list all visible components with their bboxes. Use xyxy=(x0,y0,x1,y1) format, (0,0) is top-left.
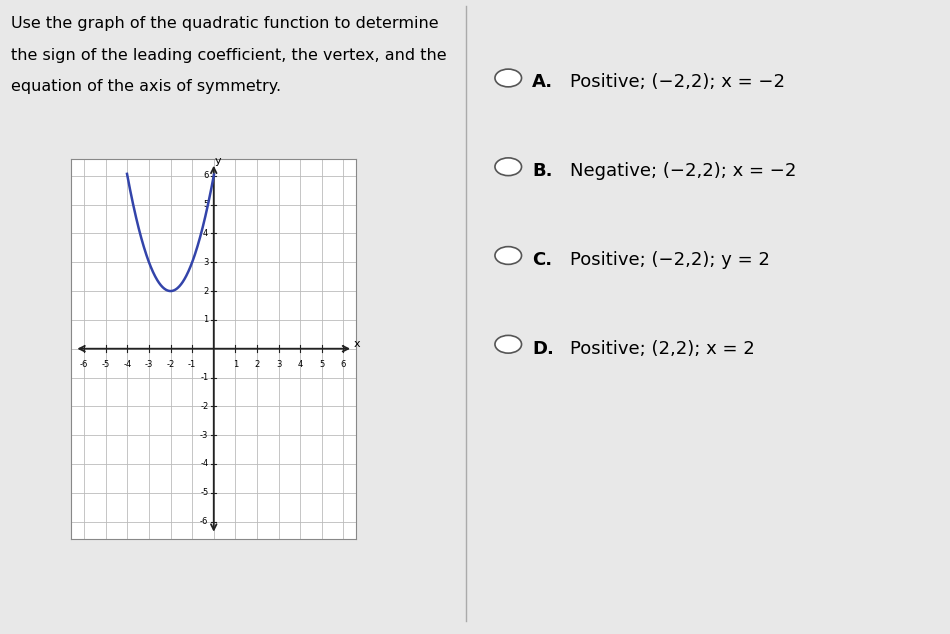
Text: -5: -5 xyxy=(200,488,208,497)
Text: 3: 3 xyxy=(276,360,281,369)
Text: 6: 6 xyxy=(341,360,346,369)
Text: Positive; (2,2); x = 2: Positive; (2,2); x = 2 xyxy=(570,340,754,358)
Text: -6: -6 xyxy=(80,360,88,369)
Text: D.: D. xyxy=(532,340,554,358)
Text: -2: -2 xyxy=(166,360,175,369)
Text: Negative; (−2,2); x = −2: Negative; (−2,2); x = −2 xyxy=(570,162,796,180)
Text: 3: 3 xyxy=(203,258,208,267)
Text: -2: -2 xyxy=(200,402,208,411)
Text: -1: -1 xyxy=(188,360,197,369)
Text: -4: -4 xyxy=(200,460,208,469)
Text: 4: 4 xyxy=(297,360,303,369)
Text: 6: 6 xyxy=(203,171,208,180)
Text: -5: -5 xyxy=(102,360,110,369)
Text: 4: 4 xyxy=(203,229,208,238)
Text: 1: 1 xyxy=(233,360,238,369)
Text: 5: 5 xyxy=(203,200,208,209)
Text: 2: 2 xyxy=(255,360,259,369)
Text: 2: 2 xyxy=(203,287,208,295)
Text: equation of the axis of symmetry.: equation of the axis of symmetry. xyxy=(11,79,281,94)
Text: Use the graph of the quadratic function to determine: Use the graph of the quadratic function … xyxy=(11,16,439,31)
Text: 1: 1 xyxy=(203,315,208,325)
Text: A.: A. xyxy=(532,74,553,91)
Text: x: x xyxy=(354,339,361,349)
Text: 5: 5 xyxy=(319,360,324,369)
Text: Positive; (−2,2); y = 2: Positive; (−2,2); y = 2 xyxy=(570,251,770,269)
Text: -4: -4 xyxy=(124,360,131,369)
Text: -1: -1 xyxy=(200,373,208,382)
Text: C.: C. xyxy=(532,251,552,269)
Text: -3: -3 xyxy=(200,430,208,439)
Text: y: y xyxy=(215,156,221,165)
Text: B.: B. xyxy=(532,162,553,180)
Text: -3: -3 xyxy=(144,360,153,369)
Text: -6: -6 xyxy=(200,517,208,526)
Text: Positive; (−2,2); x = −2: Positive; (−2,2); x = −2 xyxy=(570,74,785,91)
Text: the sign of the leading coefficient, the vertex, and the: the sign of the leading coefficient, the… xyxy=(11,48,447,63)
